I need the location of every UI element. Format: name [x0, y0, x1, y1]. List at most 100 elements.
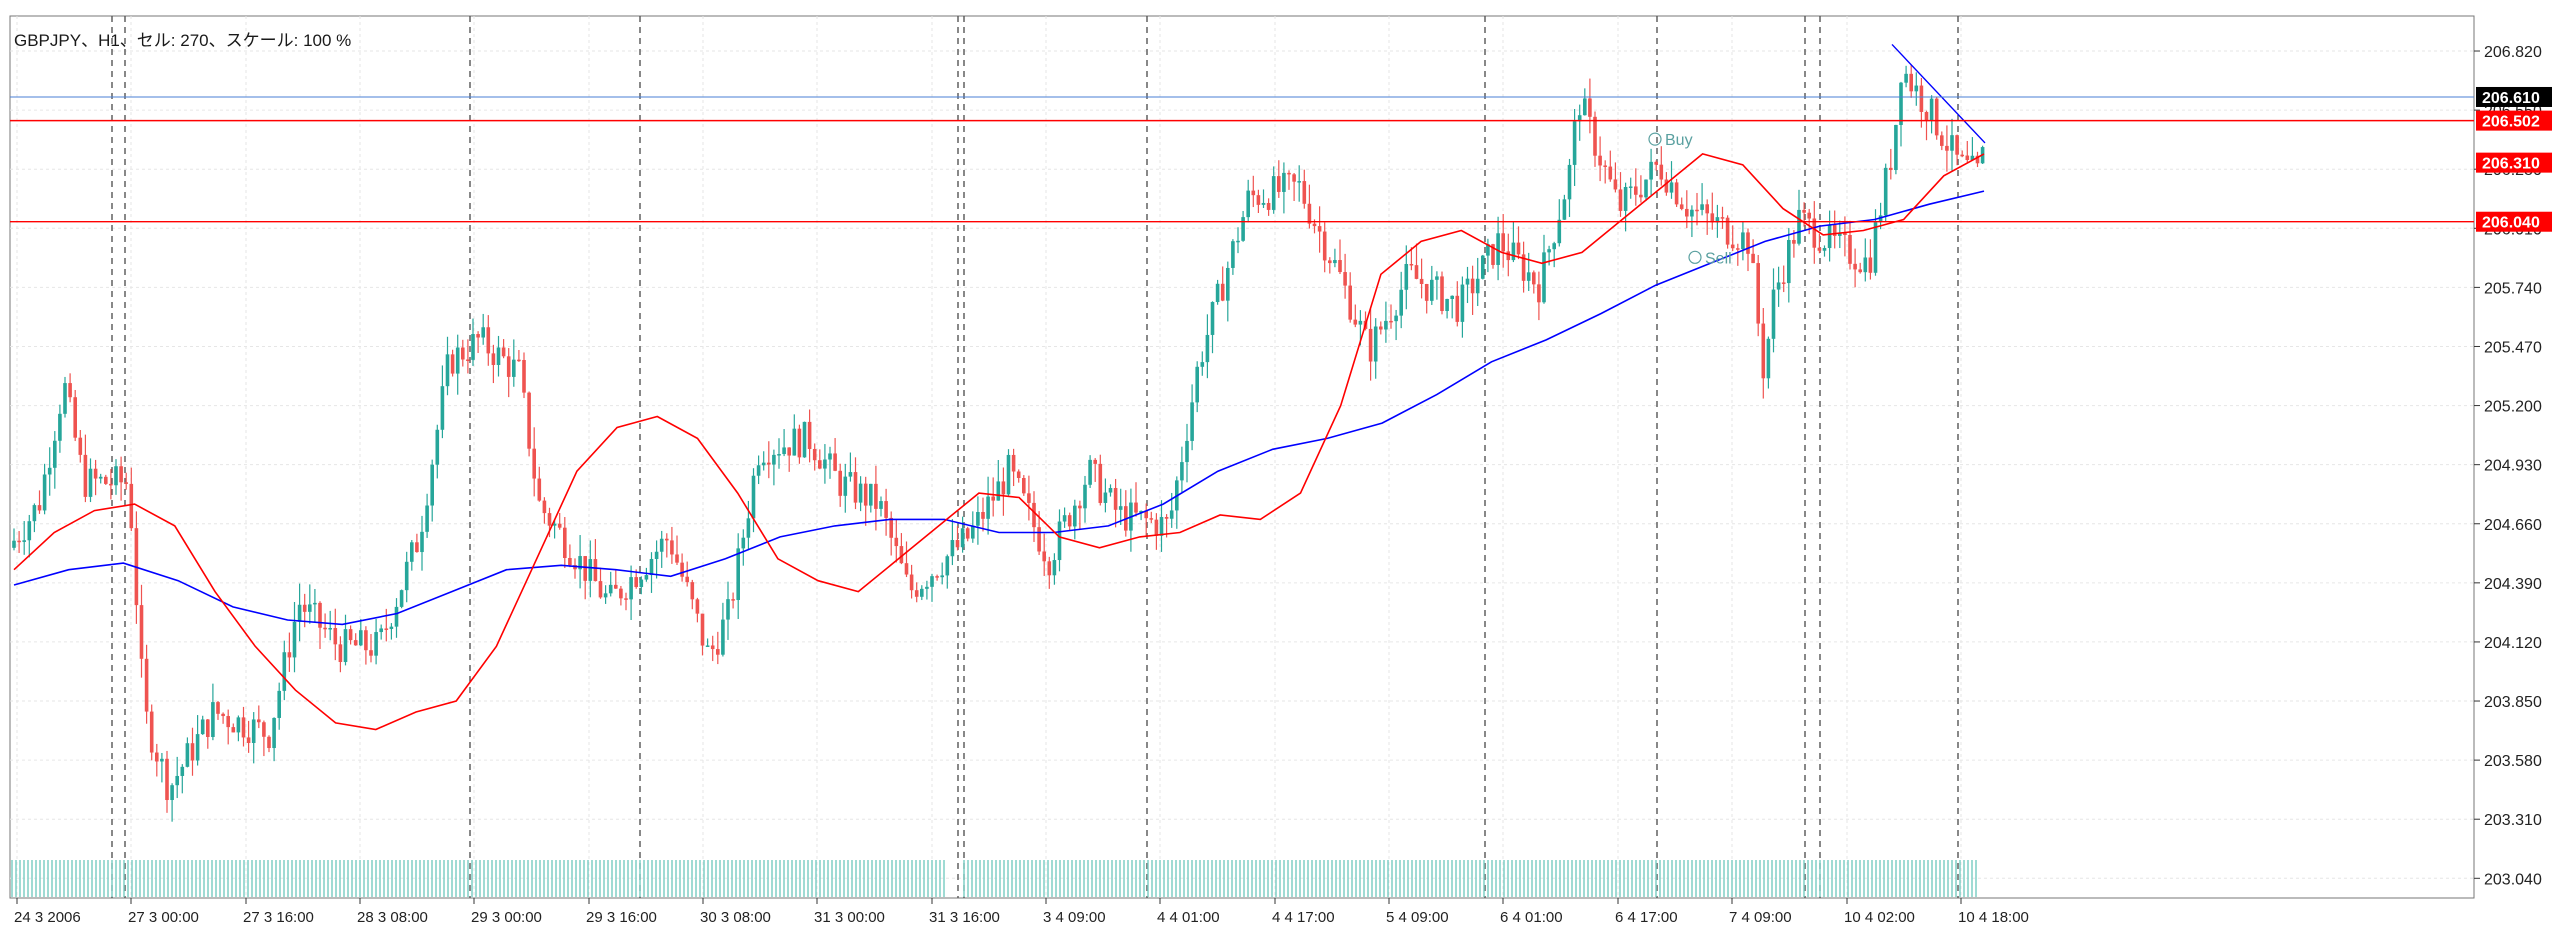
candle-bull [1628, 186, 1633, 188]
candle-bear [700, 613, 705, 646]
candle-bull [726, 599, 730, 620]
candle-bull [1557, 219, 1562, 244]
candle-bear [1654, 161, 1658, 165]
candle-bear [1832, 224, 1837, 236]
candle-bear [1419, 278, 1424, 285]
candle-bull [1766, 338, 1771, 379]
candle-bear [593, 559, 598, 582]
candle-bull [1261, 202, 1266, 205]
candle-bear [1613, 179, 1618, 190]
candle-bull [277, 690, 281, 718]
candle-bear [1521, 254, 1526, 281]
x-tick-label: 27 3 00:00 [128, 909, 199, 926]
candle-bull [1073, 505, 1077, 527]
candle-bear [1256, 195, 1261, 205]
candle-bear [139, 605, 144, 659]
candle-bear [267, 736, 271, 749]
y-tick-label: 204.930 [2484, 458, 2542, 475]
candle-bull [1384, 320, 1388, 330]
price-label-box [2476, 110, 2552, 131]
candle-bull [22, 540, 26, 542]
candle-bear [37, 505, 42, 511]
candle-bear [1781, 282, 1786, 284]
candle-bull [644, 575, 649, 580]
candle-bear [716, 649, 720, 655]
candle-bear [1338, 260, 1342, 273]
candle-bull [1904, 73, 1908, 83]
candle-bull [588, 559, 593, 581]
candle-bull [1863, 257, 1868, 273]
candle-bull [1496, 233, 1500, 265]
candle-bear [1853, 263, 1857, 270]
candle-bull [1511, 242, 1516, 261]
candle-bull [1062, 515, 1067, 522]
candle-bull [200, 719, 205, 735]
candle-bull [1373, 326, 1378, 362]
candle-bull [1190, 402, 1194, 441]
candle-bear [1817, 247, 1822, 251]
candle-bear [914, 590, 919, 597]
candle-bear [1348, 285, 1352, 320]
y-tick-label: 203.040 [2484, 871, 2542, 888]
candle-bull [858, 483, 863, 503]
candle-bear [501, 347, 506, 357]
candle-bear [787, 447, 791, 456]
candle-bear [598, 581, 603, 598]
candle-bear [527, 392, 531, 449]
candle-bear [1292, 174, 1296, 182]
candle-bull [1838, 232, 1842, 236]
candle-bull [63, 383, 67, 414]
candle-bull [1088, 459, 1092, 485]
candle-bull [1108, 488, 1113, 493]
trade-annotation: Buy [1665, 132, 1693, 149]
candle-bull [1486, 244, 1490, 256]
candle-bull [297, 604, 302, 622]
candle-bear [1343, 272, 1347, 286]
candle-bear [1032, 502, 1036, 528]
candle-bear [1016, 471, 1021, 479]
moving-average-fast [13, 153, 1985, 731]
candle-bull [425, 505, 429, 532]
candle-bear [491, 353, 496, 365]
candle-bear [634, 577, 638, 588]
trade-marker-icon [1648, 132, 1662, 146]
candle-bull [1567, 164, 1572, 200]
price-label: 206.610 [2482, 90, 2540, 107]
candle-bull [1787, 239, 1791, 284]
candle-bear [1353, 319, 1358, 325]
candle-bear [241, 717, 246, 738]
candle-bull [1649, 161, 1653, 180]
candle-bull [1057, 521, 1062, 561]
candle-bear [1322, 231, 1327, 261]
candle-bull [1180, 462, 1184, 481]
candle-bull [282, 652, 287, 691]
candle-bull [1715, 217, 1720, 223]
candle-bear [537, 478, 542, 501]
candle-bear [1154, 519, 1159, 536]
candle-bull [1358, 320, 1363, 325]
candle-bull [175, 775, 179, 786]
candle-bull [374, 632, 378, 656]
candle-bear [1858, 269, 1862, 273]
candle-bull [1226, 267, 1230, 301]
candle-bull [379, 628, 383, 633]
candle-bull [1006, 454, 1011, 495]
candle-bear [1924, 111, 1929, 121]
x-tick-label: 29 3 00:00 [471, 909, 542, 926]
y-tick-label: 205.740 [2484, 280, 2542, 297]
candle-bull [920, 588, 924, 597]
x-tick-label: 10 4 18:00 [1958, 909, 2029, 926]
candle-bear [904, 563, 909, 575]
candle-bear [1307, 203, 1312, 224]
candle-bear [1379, 326, 1383, 330]
candle-bull [1052, 560, 1057, 576]
candle-bull [659, 538, 664, 552]
x-tick-label: 31 3 00:00 [814, 909, 885, 926]
candle-bull [170, 785, 174, 801]
candle-bull [1083, 484, 1087, 509]
candle-bull [1195, 366, 1199, 403]
candle-bear [675, 554, 679, 563]
candle-bear [384, 628, 389, 630]
candle-bull [1236, 240, 1240, 243]
